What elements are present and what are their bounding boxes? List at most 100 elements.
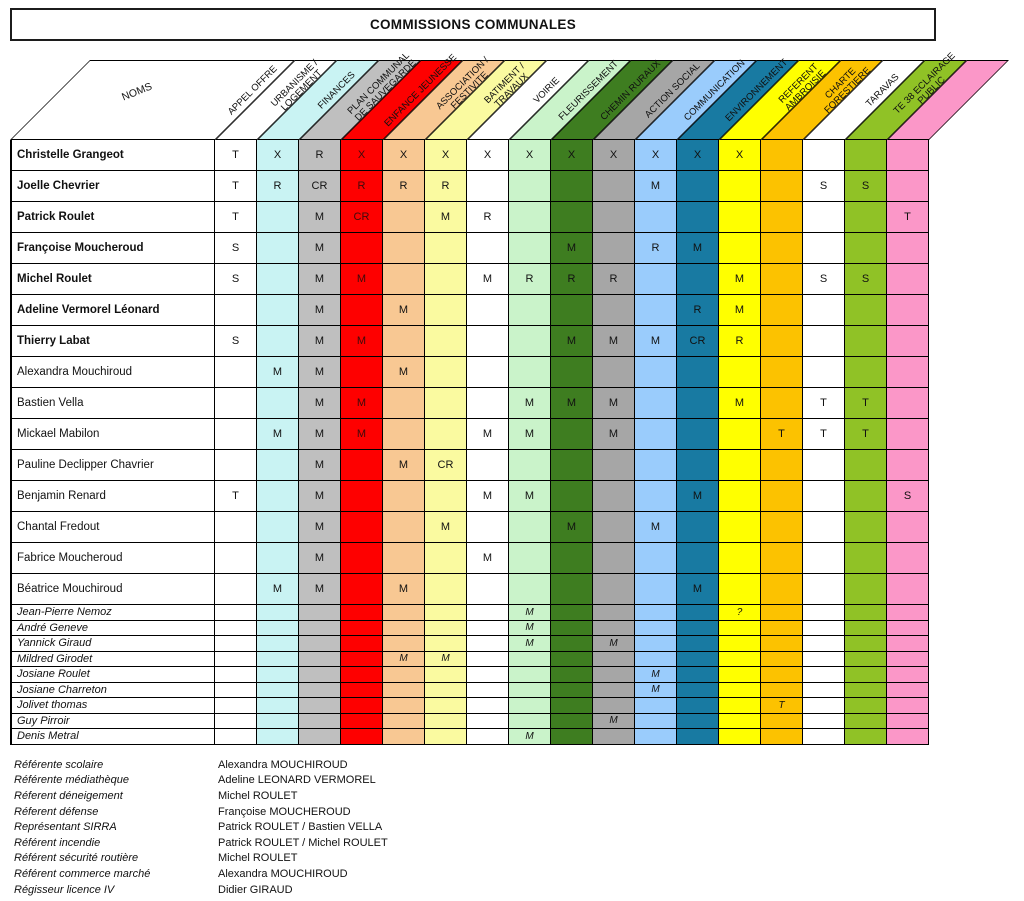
mark-cell-chemin_ruraux [593,357,635,388]
mark-cell-plan_communal_sauvegarde [341,295,383,326]
mark-cell-plan_communal_sauvegarde [341,512,383,543]
mark-cell-association_festivite [425,419,467,450]
mark-cell-enfance_jeunesse: M [383,295,425,326]
mark-cell-environnement [719,636,761,652]
mark-cell-environnement [719,574,761,605]
mark-cell-plan_communal_sauvegarde: M [341,419,383,450]
mark-cell-communication [677,202,719,233]
mark-cell-taravas: T [845,419,887,450]
mark-cell-communication [677,651,719,667]
mark-cell-voirie [509,667,551,683]
mark-cell-taravas [845,636,887,652]
mark-cell-voirie [509,574,551,605]
mark-cell-association_festivite: M [425,651,467,667]
mark-cell-te38_eclairage_public [887,698,929,714]
mark-cell-plan_communal_sauvegarde [341,481,383,512]
mark-cell-batiment_travaux [467,512,509,543]
mark-cell-voirie: M [509,419,551,450]
mark-cell-finances: M [299,574,341,605]
mark-cell-appel_offre [215,651,257,667]
mark-cell-urbanisme_logement [257,481,299,512]
table-body: Christelle Grangeot T X R X X X X X X X X X X Joelle C… [10,140,929,745]
mark-cell-urbanisme_logement [257,698,299,714]
mark-cell-chemin_ruraux: R [593,264,635,295]
mark-cell-taravas [845,326,887,357]
mark-cell-environnement [719,419,761,450]
mark-cell-finances: M [299,512,341,543]
mark-cell-referent_ambroisie [761,605,803,621]
table-row: Chantal Fredout M M M M [10,512,929,543]
mark-cell-batiment_travaux: M [467,543,509,574]
legend-person: Alexandra MOUCHIROUD [218,758,348,771]
legend-role: Référent sécurité routière [14,852,139,865]
mark-cell-urbanisme_logement [257,233,299,264]
mark-cell-communication: M [677,574,719,605]
mark-cell-communication [677,729,719,745]
mark-cell-appel_offre [215,295,257,326]
mark-cell-referent_ambroisie [761,543,803,574]
mark-cell-action_social [635,295,677,326]
mark-cell-environnement: R [719,326,761,357]
legend-role: Réferent déneigement [14,789,123,802]
mark-cell-te38_eclairage_public [887,140,929,171]
mark-cell-action_social [635,729,677,745]
mark-cell-taravas: S [845,171,887,202]
mark-cell-te38_eclairage_public [887,713,929,729]
mark-cell-chemin_ruraux [593,543,635,574]
mark-cell-chemin_ruraux [593,667,635,683]
mark-cell-appel_offre [215,388,257,419]
mark-cell-referent_ambroisie [761,512,803,543]
mark-cell-te38_eclairage_public [887,729,929,745]
mark-cell-te38_eclairage_public [887,667,929,683]
mark-cell-environnement [719,651,761,667]
mark-cell-plan_communal_sauvegarde: X [341,140,383,171]
mark-cell-communication [677,713,719,729]
mark-cell-te38_eclairage_public [887,651,929,667]
mark-cell-association_festivite [425,481,467,512]
mark-cell-fleurissement: M [551,512,593,543]
mark-cell-referent_ambroisie [761,667,803,683]
mark-cell-action_social [635,419,677,450]
row-name: Yannick Giraud [10,636,215,652]
mark-cell-association_festivite [425,605,467,621]
title-box: COMMISSIONS COMMUNALES [10,8,936,41]
mark-cell-association_festivite [425,357,467,388]
mark-cell-plan_communal_sauvegarde [341,698,383,714]
mark-cell-taravas [845,698,887,714]
mark-cell-plan_communal_sauvegarde [341,543,383,574]
mark-cell-enfance_jeunesse [383,729,425,745]
mark-cell-environnement [719,171,761,202]
legend-row: Régisseur licence IV Didier GIRAUD [14,882,388,898]
mark-cell-te38_eclairage_public: T [887,202,929,233]
mark-cell-plan_communal_sauvegarde [341,651,383,667]
mark-cell-appel_offre [215,419,257,450]
row-name: Guy Pirroir [10,713,215,729]
row-name: Fabrice Moucheroud [10,543,215,574]
mark-cell-voirie [509,713,551,729]
mark-cell-referent_ambroisie [761,729,803,745]
mark-cell-environnement [719,713,761,729]
mark-cell-communication [677,388,719,419]
mark-cell-referent_ambroisie [761,450,803,481]
mark-cell-voirie: X [509,140,551,171]
mark-cell-appel_offre [215,729,257,745]
mark-cell-voirie [509,233,551,264]
mark-cell-enfance_jeunesse: R [383,171,425,202]
row-name: Joelle Chevrier [10,171,215,202]
page-title: COMMISSIONS COMMUNALES [369,17,577,32]
mark-cell-charte_forestiere [803,512,845,543]
mark-cell-enfance_jeunesse: M [383,651,425,667]
legend-row: Référente médiathèque Adeline LEONARD VER… [14,773,388,789]
legend-person: Adeline LEONARD VERMOREL [218,774,376,787]
mark-cell-chemin_ruraux: M [593,419,635,450]
mark-cell-finances [299,620,341,636]
mark-cell-charte_forestiere [803,667,845,683]
mark-cell-communication: CR [677,326,719,357]
mark-cell-appel_offre [215,357,257,388]
mark-cell-environnement [719,512,761,543]
legend-row: Référent commerce marché Alexandra MOUCHI… [14,866,388,882]
mark-cell-association_festivite [425,713,467,729]
mark-cell-finances [299,698,341,714]
mark-cell-finances: M [299,202,341,233]
